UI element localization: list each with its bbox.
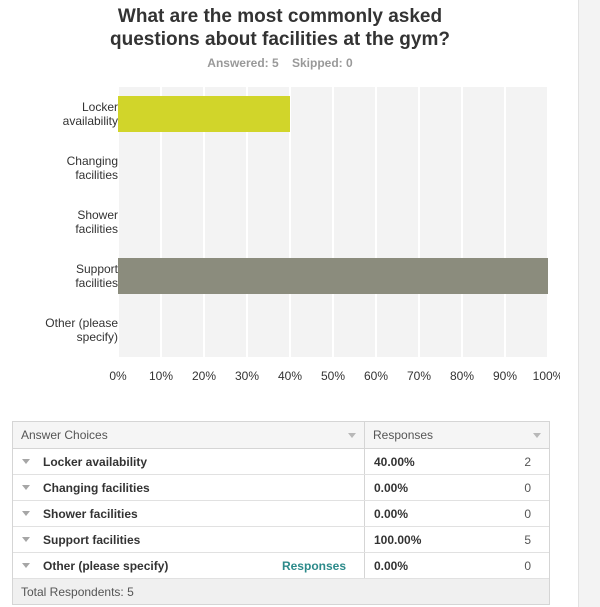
x-tick-label: 30% — [235, 369, 259, 383]
y-category-label: Other (please specify) — [45, 316, 118, 344]
response-cell: 100.00% 5 — [365, 527, 549, 552]
expand-triangle-icon[interactable] — [22, 537, 30, 542]
response-count: 0 — [524, 558, 531, 573]
answer-choice-cell: Changing facilities — [13, 475, 365, 500]
x-tick-label: 70% — [407, 369, 431, 383]
total-respondents: Total Respondents: 5 — [21, 584, 134, 599]
response-count: 0 — [524, 480, 531, 495]
response-count: 0 — [524, 506, 531, 521]
answer-choices-column-header[interactable]: Answer Choices — [13, 422, 365, 448]
responses-column-header[interactable]: Responses — [365, 422, 549, 448]
answer-table: Answer Choices Responses Locker availabi… — [12, 421, 550, 605]
table-footer: Total Respondents: 5 — [13, 579, 549, 604]
expand-triangle-icon[interactable] — [22, 563, 30, 568]
x-tick-label: 20% — [192, 369, 216, 383]
table-row: Support facilities 100.00% 5 — [13, 527, 549, 553]
bar — [118, 258, 548, 294]
x-tick-label: 10% — [149, 369, 173, 383]
sort-chevron-icon[interactable] — [533, 433, 541, 438]
responses-header-label: Responses — [373, 428, 434, 442]
table-header: Answer Choices Responses — [13, 422, 549, 449]
answer-choice-label: Changing facilities — [43, 480, 150, 495]
table-row: Other (please specify) Responses 0.00% 0 — [13, 553, 549, 579]
y-category-label: Locker availability — [63, 100, 118, 128]
expand-triangle-icon[interactable] — [22, 485, 30, 490]
answer-choice-cell: Other (please specify) Responses — [13, 553, 365, 578]
y-category-label: Changing facilities — [67, 154, 118, 182]
answer-choice-cell: Support facilities — [13, 527, 365, 552]
response-cell: 0.00% 0 — [365, 553, 549, 578]
bar-chart: 0% 10% 20% 30% 40% 50% 60% 70% 80% 90% 100% Lockera… — [45, 87, 560, 383]
response-count: 5 — [524, 532, 531, 547]
x-tick-label: 50% — [321, 369, 345, 383]
table-row: Locker availability 40.00% 2 — [13, 449, 549, 475]
response-percent: 40.00% — [374, 454, 415, 469]
sort-chevron-icon[interactable] — [348, 433, 356, 438]
scrollbar-track[interactable] — [578, 0, 600, 607]
response-cell: 0.00% 0 — [365, 501, 549, 526]
table-row: Changing facilities 0.00% 0 — [13, 475, 549, 501]
x-tick-label: 100% — [533, 369, 560, 383]
answer-choice-cell: Shower facilities — [13, 501, 365, 526]
x-tick-label: 0% — [109, 369, 127, 383]
skipped-count: Skipped: 0 — [292, 56, 353, 70]
expand-triangle-icon[interactable] — [22, 459, 30, 464]
answered-count: Answered: 5 — [207, 56, 279, 70]
table-row: Shower facilities 0.00% 0 — [13, 501, 549, 527]
answered-skipped-summary: Answered: 5 Skipped: 0 — [0, 56, 560, 70]
expand-triangle-icon[interactable] — [22, 511, 30, 516]
table-body: Locker availability 40.00% 2 Changing facil… — [13, 449, 549, 579]
responses-link[interactable]: Responses — [281, 558, 346, 573]
x-tick-label: 60% — [364, 369, 388, 383]
answer-choice-label: Support facilities — [43, 532, 141, 547]
x-tick-label: 90% — [493, 369, 517, 383]
answer-choice-label: Shower facilities — [43, 506, 138, 521]
answer-choice-label: Locker availability — [43, 454, 148, 469]
response-cell: 40.00% 2 — [365, 449, 549, 474]
question-title: What are the most commonly asked questio… — [110, 6, 450, 50]
answer-choices-header-label: Answer Choices — [21, 428, 108, 442]
x-tick-label: 40% — [278, 369, 302, 383]
y-category-label: Support facilities — [75, 262, 118, 290]
answer-choice-cell: Locker availability — [13, 449, 365, 474]
response-cell: 0.00% 0 — [365, 475, 549, 500]
answer-choice-label: Other (please specify) — [43, 558, 169, 573]
response-count: 2 — [524, 454, 531, 469]
response-percent: 0.00% — [374, 558, 409, 573]
response-percent: 0.00% — [374, 506, 409, 521]
y-category-label: Shower facilities — [75, 208, 118, 236]
response-percent: 0.00% — [374, 480, 409, 495]
x-tick-label: 80% — [450, 369, 474, 383]
bar — [118, 96, 290, 132]
response-percent: 100.00% — [374, 532, 422, 547]
